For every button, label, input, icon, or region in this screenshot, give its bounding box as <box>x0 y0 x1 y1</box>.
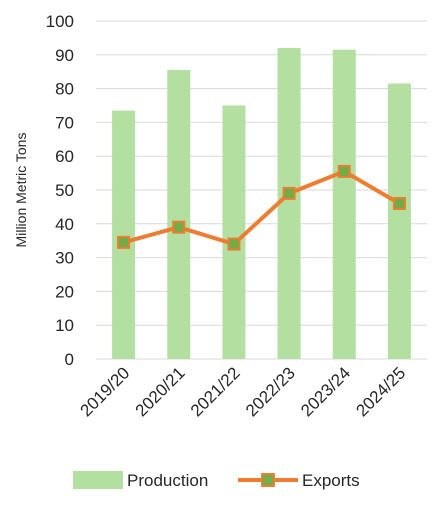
y-tick-label: 0 <box>65 350 74 369</box>
y-tick-label: 30 <box>55 249 74 268</box>
legend-production-label: Production <box>127 471 208 490</box>
y-tick-label: 60 <box>55 147 74 166</box>
y-tick-label: 40 <box>55 215 74 234</box>
y-axis-ticks: 0 10 20 30 40 50 60 70 80 90 100 <box>46 12 74 369</box>
exports-marker <box>117 235 131 249</box>
production-bar <box>167 70 191 359</box>
exports-marker <box>172 220 186 234</box>
y-tick-label: 10 <box>55 316 74 335</box>
legend-exports-marker <box>261 473 275 487</box>
production-bar <box>112 110 136 359</box>
legend: Production Exports <box>73 471 360 490</box>
exports-marker <box>282 186 296 200</box>
production-bar <box>277 48 301 359</box>
y-tick-label: 90 <box>55 46 74 65</box>
production-bar <box>387 83 411 359</box>
legend-exports-label: Exports <box>302 471 360 490</box>
exports-marker <box>392 197 406 211</box>
production-bars <box>112 48 411 359</box>
x-tick-label: 2023/24 <box>297 363 354 420</box>
y-tick-label: 20 <box>55 282 74 301</box>
x-tick-label: 2024/25 <box>352 363 409 420</box>
y-axis-title: Million Metric Tons <box>13 133 29 248</box>
y-tick-label: 70 <box>55 113 74 132</box>
production-bar <box>222 105 246 359</box>
x-tick-label: 2021/22 <box>187 363 244 420</box>
y-tick-label: 80 <box>55 80 74 99</box>
gridlines <box>96 20 427 360</box>
exports-line-series <box>117 164 406 251</box>
legend-production-swatch <box>73 471 123 489</box>
exports-marker <box>337 164 351 178</box>
x-tick-label: 2022/23 <box>242 363 299 420</box>
x-axis-ticks: 2019/202020/212021/222022/232023/242024/… <box>77 363 410 420</box>
y-tick-label: 50 <box>55 181 74 200</box>
exports-marker <box>227 237 241 251</box>
x-tick-label: 2020/21 <box>132 363 189 420</box>
production-bar <box>332 49 356 359</box>
y-tick-label: 100 <box>46 12 74 31</box>
x-tick-label: 2019/20 <box>77 363 134 420</box>
exports-line <box>121 169 402 247</box>
